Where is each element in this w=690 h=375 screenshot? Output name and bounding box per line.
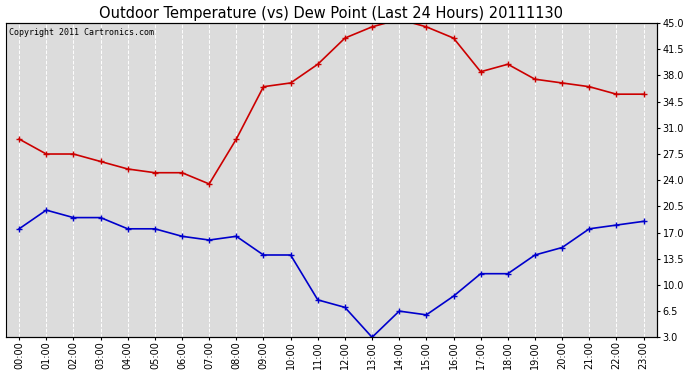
Text: Copyright 2011 Cartronics.com: Copyright 2011 Cartronics.com: [9, 28, 154, 37]
Title: Outdoor Temperature (vs) Dew Point (Last 24 Hours) 20111130: Outdoor Temperature (vs) Dew Point (Last…: [99, 6, 563, 21]
